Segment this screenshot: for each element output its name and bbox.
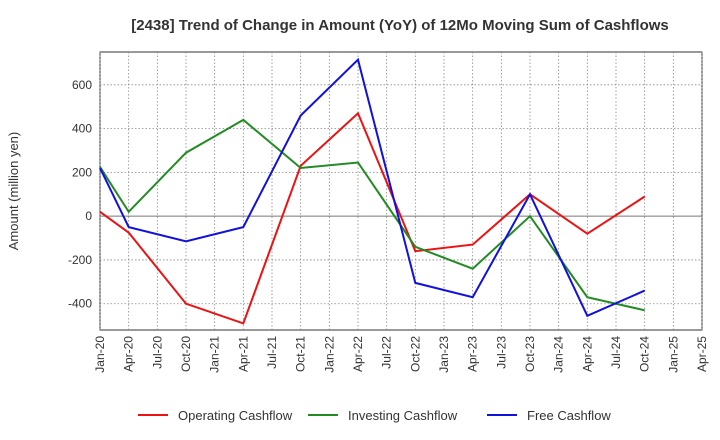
- x-tick-label: Apr-22: [351, 336, 365, 372]
- x-tick-label: Jul-21: [265, 336, 279, 369]
- x-tick-label: Jul-20: [150, 336, 164, 369]
- investing-cashflow-line: [99, 118, 645, 312]
- y-tick-label: 200: [72, 165, 92, 179]
- free-cashflow-line: [99, 57, 646, 318]
- y-tick-label: -400: [68, 297, 92, 311]
- x-tick-label: Apr-20: [122, 336, 136, 372]
- x-tick-label: Jul-24: [609, 336, 623, 369]
- x-tick-label: Oct-20: [179, 336, 193, 372]
- operating-cashflow-line: [99, 111, 646, 325]
- x-tick-label: Jul-23: [494, 336, 508, 369]
- x-tick-label: Oct-24: [638, 336, 652, 372]
- x-tick-label: Apr-25: [695, 336, 709, 372]
- x-tick-labels: Jan-20 Apr-20 Jul-20 Oct-20 Jan-21 Apr-21 Jul-…: [93, 336, 709, 373]
- operating-cashflow-legend-label: Operating Cashflow: [178, 408, 293, 423]
- x-tick-label: Jan-24: [552, 336, 566, 373]
- x-tick-label: Apr-21: [236, 336, 250, 372]
- x-tick-label: Jul-22: [380, 336, 394, 369]
- x-tick-label: Oct-21: [294, 336, 308, 372]
- x-tick-label: Jan-20: [93, 336, 107, 373]
- x-tick-label: Oct-23: [523, 336, 537, 372]
- x-tick-label: Jan-22: [322, 336, 336, 373]
- y-tick-label: -200: [68, 253, 92, 267]
- grid-lines: [99, 52, 703, 330]
- plot-frame: [99, 51, 703, 331]
- investing-cashflow-legend-label: Investing Cashflow: [348, 408, 458, 423]
- y-tick-label: 0: [85, 209, 92, 223]
- free-cashflow-legend-label: Free Cashflow: [527, 408, 611, 423]
- legend: Operating Cashflow Investing Cashflow Free…: [138, 408, 611, 423]
- y-axis-label: Amount (million yen): [6, 132, 21, 251]
- x-tick-label: Oct-22: [408, 336, 422, 372]
- x-tick-label: Jan-23: [437, 336, 451, 373]
- x-tick-label: Jan-21: [208, 336, 222, 373]
- y-tick-label: 400: [72, 122, 92, 136]
- plot-area: [99, 51, 703, 331]
- x-tick-label: Jan-25: [666, 336, 680, 373]
- chart-title: [2438] Trend of Change in Amount (YoY) o…: [131, 17, 669, 34]
- x-tick-label: Apr-24: [580, 336, 594, 372]
- series-layer: [99, 57, 646, 325]
- x-tick-label: Apr-23: [466, 336, 480, 372]
- y-tick-labels: -400 -200 0 200 400 600: [68, 78, 92, 311]
- y-tick-label: 600: [72, 78, 92, 92]
